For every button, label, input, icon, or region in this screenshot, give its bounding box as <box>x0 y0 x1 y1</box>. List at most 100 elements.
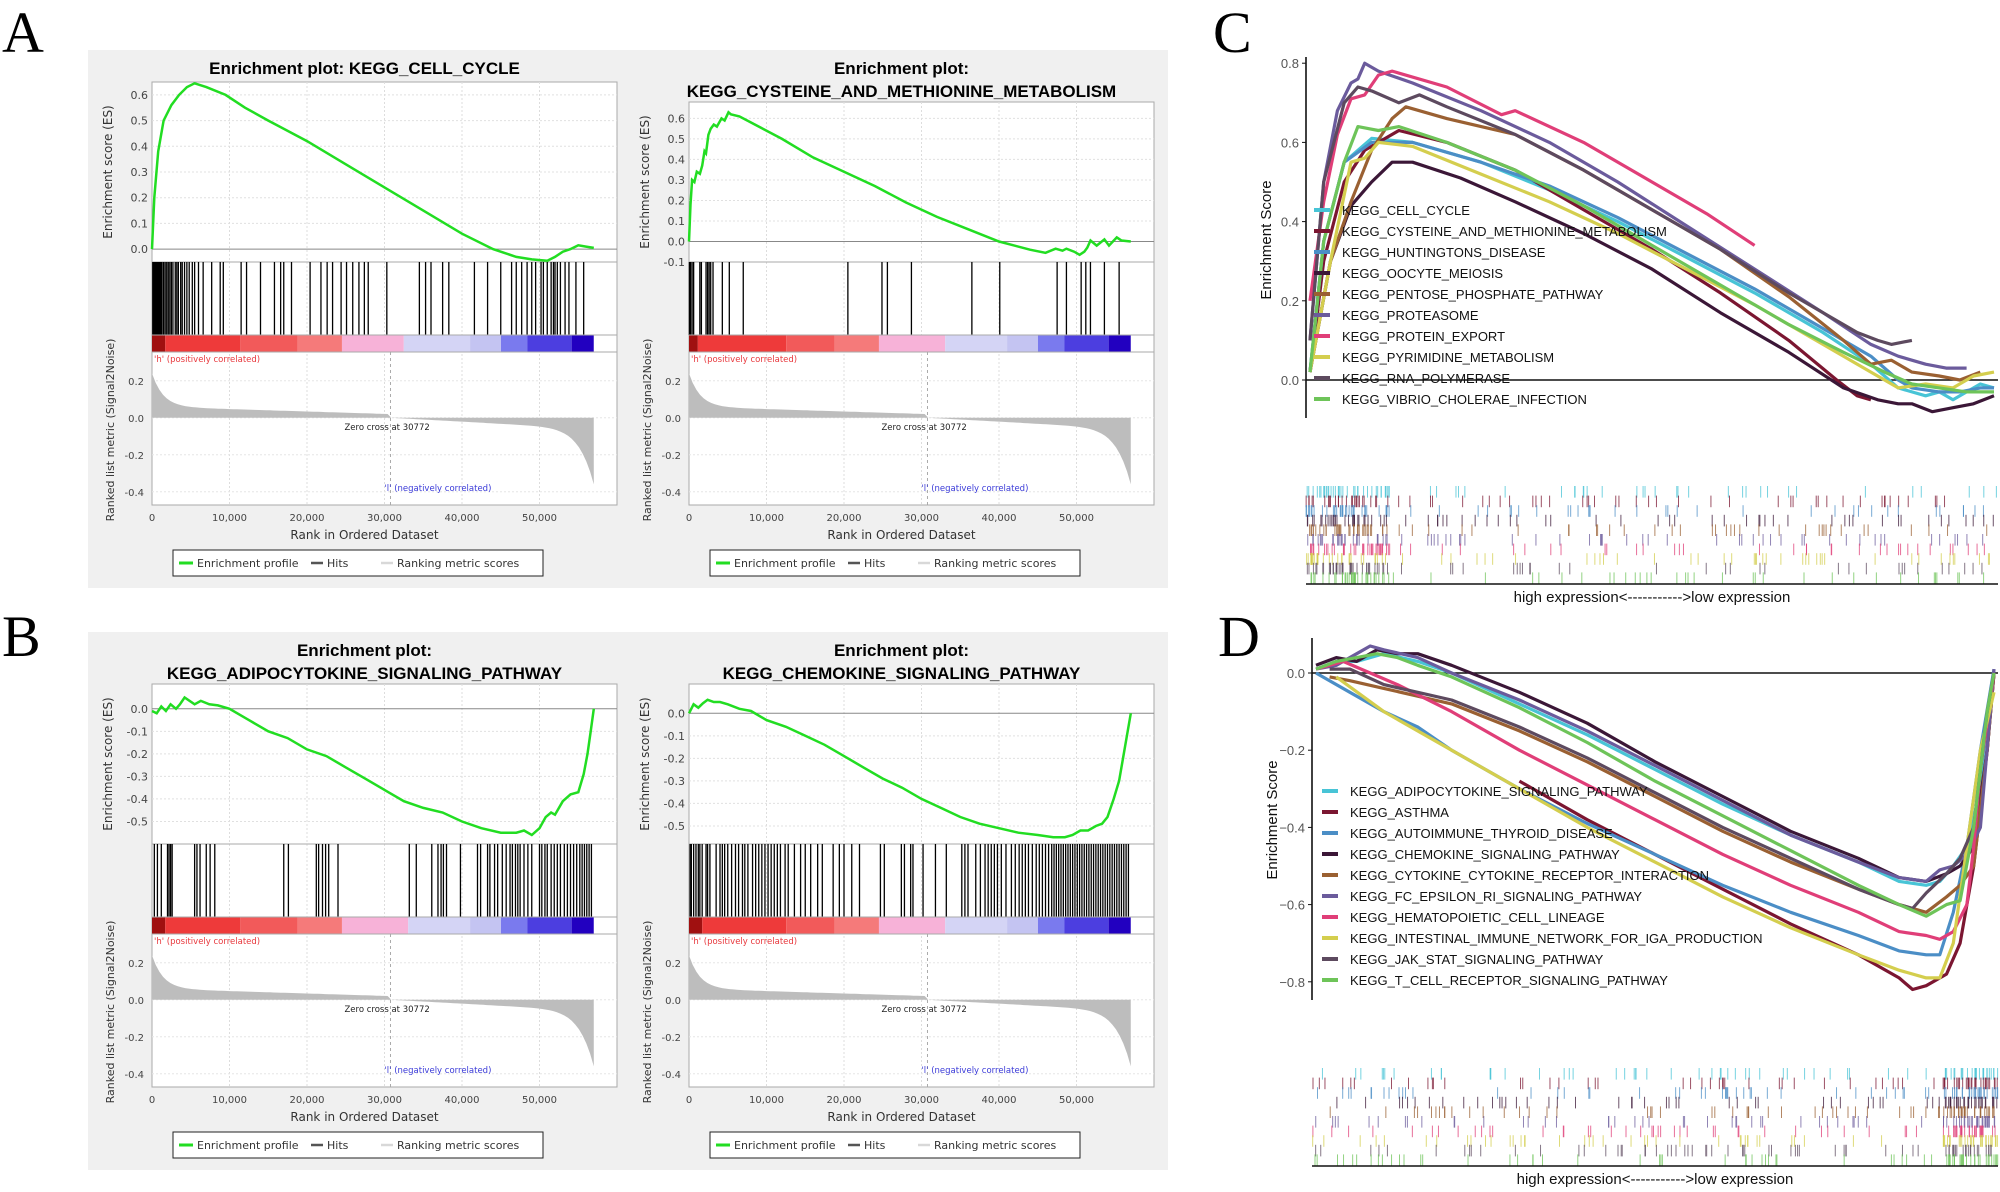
colorbar-segment <box>571 917 594 934</box>
zero-cross-label: Zero cross at 30772 <box>344 1005 429 1015</box>
y-tick-label: -0.1 <box>664 256 685 269</box>
series-line <box>1308 140 1994 394</box>
x-tick-label: 40,000 <box>445 513 480 524</box>
positive-correlation-label: 'h' (positively correlated) <box>154 937 260 947</box>
metric-tick-label: -0.4 <box>661 1070 681 1081</box>
x-tick-label: 40,000 <box>445 1095 480 1106</box>
legend-label: KEGG_HEMATOPOIETIC_CELL_LINEAGE <box>1350 910 1605 925</box>
colorbar-segment <box>297 917 342 934</box>
metric-tick-label: 0.2 <box>128 377 144 388</box>
es-axis-label: Enrichment score (ES) <box>101 105 115 238</box>
legend-label-hits: Hits <box>864 557 886 570</box>
metric-tick-label: 0.2 <box>665 959 681 970</box>
colorbar-segment <box>470 335 501 352</box>
y-tick-label: -0.3 <box>127 770 148 783</box>
y-tick-label: −0.6 <box>1279 898 1305 913</box>
x-tick-label: 0 <box>686 513 692 524</box>
legend-label: KEGG_JAK_STAT_SIGNALING_PATHWAY <box>1350 952 1604 967</box>
y-tick-label: 0.0 <box>1281 373 1299 388</box>
es-axis-label: Enrichment score (ES) <box>638 697 652 830</box>
legend-label-profile: Enrichment profile <box>197 1139 299 1152</box>
plot-title: KEGG_CHEMOKINE_SIGNALING_PATHWAY <box>723 664 1081 683</box>
series-line <box>1308 69 1756 302</box>
legend-label: KEGG_PENTOSE_PHOSPHATE_PATHWAY <box>1342 287 1604 302</box>
y-tick-label: 0.2 <box>131 192 149 205</box>
y-axis-label: Enrichment Score <box>1264 760 1281 879</box>
y-tick-label: 0.0 <box>131 243 149 256</box>
y-tick-label: 0.0 <box>131 703 149 716</box>
metric-tick-label: -0.2 <box>124 1033 144 1044</box>
metric-tick-label: -0.2 <box>661 451 681 462</box>
legend-box <box>172 549 544 577</box>
y-tick-label: -0.5 <box>127 815 148 828</box>
legend-label: KEGG_AUTOIMMUNE_THYROID_DISEASE <box>1350 826 1613 841</box>
legend-box <box>709 1131 1081 1159</box>
gsea-plot-3: Enrichment plot: KEGG_ADIPOCYTOKINE_SIGNA… <box>101 641 618 1159</box>
y-tick-label: 0.0 <box>668 235 686 248</box>
y-tick-label: -0.2 <box>664 752 685 765</box>
y-tick-label: 0.5 <box>131 115 149 128</box>
colorbar-segment <box>571 335 594 352</box>
x-axis-label: Rank in Ordered Dataset <box>827 528 975 542</box>
metric-tick-label: -0.4 <box>124 488 144 499</box>
gsea-plot-1: Enrichment plot: KEGG_CELL_CYCLE 0.0 0.1 0.… <box>101 59 618 577</box>
colorbar-segment <box>341 917 409 934</box>
enrichment-profile-line <box>687 698 1133 839</box>
negative-correlation-label: 'l' (negatively correlated) <box>384 1066 491 1076</box>
zero-cross-label: Zero cross at 30772 <box>881 1005 966 1015</box>
series-line <box>1315 652 1996 918</box>
colorbar-segment <box>1064 335 1109 352</box>
colorbar-segment <box>786 917 835 934</box>
es-axis-label: Enrichment score (ES) <box>101 697 115 830</box>
legend-label-hits: Hits <box>327 557 349 570</box>
x-axis-label: Rank in Ordered Dataset <box>290 1110 438 1124</box>
x-tick-label: 30,000 <box>367 513 402 524</box>
panel-label-b: B <box>2 604 41 669</box>
colorbar-segment <box>878 335 946 352</box>
colorbar-segment <box>240 335 298 352</box>
x-tick-label: 10,000 <box>212 513 247 524</box>
legend-label: KEGG_T_CELL_RECEPTOR_SIGNALING_PATHWAY <box>1350 973 1668 988</box>
x-tick-label: 20,000 <box>290 1095 325 1106</box>
legend-label: KEGG_CYSTEINE_AND_METHIONINE_METABOLISM <box>1342 224 1667 239</box>
y-tick-label: 0.0 <box>1287 666 1305 681</box>
metric-tick-label: 0.0 <box>128 414 144 425</box>
y-tick-label: -0.1 <box>664 730 685 743</box>
negative-correlation-label: 'l' (negatively correlated) <box>921 484 1028 494</box>
negative-correlation-label: 'l' (negatively correlated) <box>921 1066 1028 1076</box>
y-tick-label: -0.4 <box>127 793 148 806</box>
legend-label-metric: Ranking metric scores <box>397 1139 519 1152</box>
colorbar-segment <box>1037 917 1065 934</box>
gsea-plot-2: Enrichment plot: KEGG_CYSTEINE_AND_METHIO… <box>638 59 1155 577</box>
legend-label: KEGG_HUNTINGTONS_DISEASE <box>1342 245 1546 260</box>
plot-title: KEGG_ADIPOCYTOKINE_SIGNALING_PATHWAY <box>167 664 563 683</box>
series-line <box>1308 61 1967 370</box>
negative-correlation-label: 'l' (negatively correlated) <box>384 484 491 494</box>
colorbar-segment <box>1064 917 1109 934</box>
metric-axis-label: Ranked list metric (Signal2Noise) <box>104 339 117 522</box>
colorbar-segment <box>689 335 698 352</box>
colorbar-segment <box>1007 917 1038 934</box>
series-line <box>1308 124 1994 394</box>
y-tick-label: −0.4 <box>1279 820 1305 835</box>
legend-label-metric: Ranking metric scores <box>934 1139 1056 1152</box>
colorbar-segment <box>945 917 1008 934</box>
y-tick-label: 0.3 <box>668 174 686 187</box>
legend-label-hits: Hits <box>864 1139 886 1152</box>
legend-label-metric: Ranking metric scores <box>934 557 1056 570</box>
colorbar-segment <box>834 917 879 934</box>
panel-label-c: C <box>1213 0 1252 65</box>
y-tick-label: -0.4 <box>664 797 685 810</box>
x-tick-label: 0 <box>686 1095 692 1106</box>
panel-d-chart: 0.0 −0.2 −0.4 −0.6 −0.8 Enrichment Score KEGG_… <box>1264 638 1999 1188</box>
panel-c-chart: 0.0 0.2 0.4 0.6 0.8 Enrichment Score KEGG_CELL… <box>1258 56 1998 606</box>
metric-axis-label: Ranked list metric (Signal2Noise) <box>104 921 117 1104</box>
metric-tick-label: -0.2 <box>661 1033 681 1044</box>
positive-correlation-label: 'h' (positively correlated) <box>154 355 260 365</box>
y-tick-label: 0.2 <box>668 194 686 207</box>
legend-label: KEGG_CHEMOKINE_SIGNALING_PATHWAY <box>1350 847 1620 862</box>
colorbar-segment <box>1108 917 1131 934</box>
x-tick-label: 40,000 <box>982 1095 1017 1106</box>
colorbar-segment <box>527 917 572 934</box>
metric-axis-label: Ranked list metric (Signal2Noise) <box>641 339 654 522</box>
